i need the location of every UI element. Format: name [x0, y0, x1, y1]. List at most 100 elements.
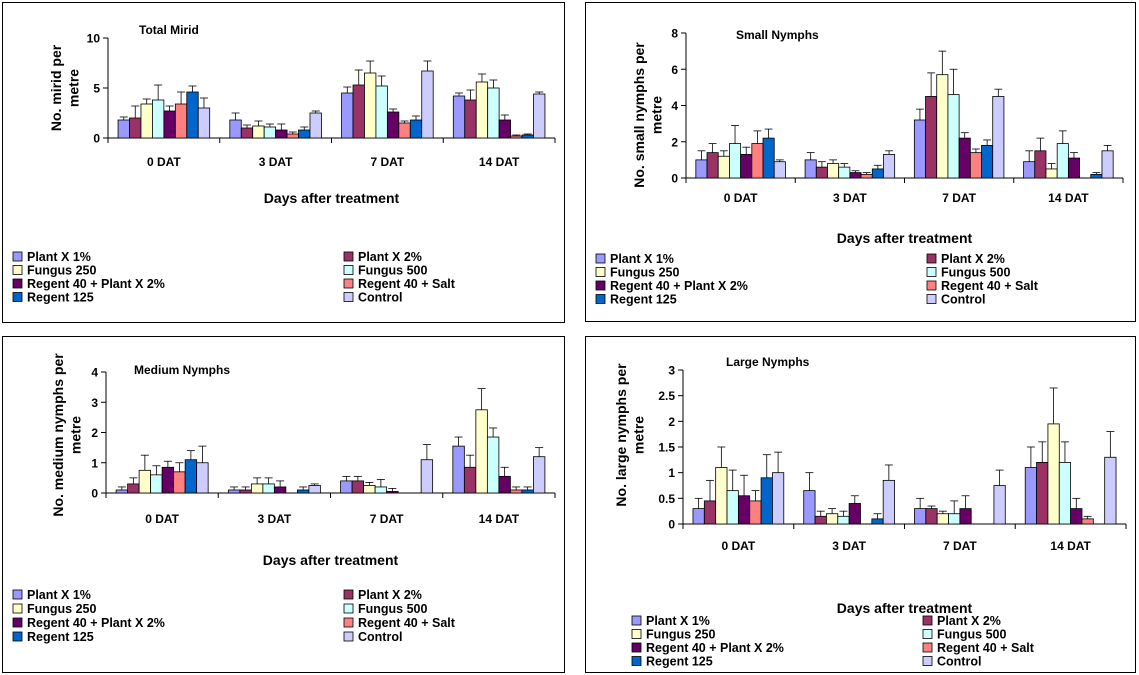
- chart-title: Large Nymphs: [726, 355, 810, 369]
- legend-swatch-plant-x-1: [631, 615, 642, 626]
- chart-title: Total Mirid: [139, 23, 199, 37]
- bar-regent-40-salt-3-dat: [286, 133, 299, 139]
- legend-label-plant-x-1: Plant X 1%: [27, 588, 91, 602]
- y-axis-label-line-2: metre: [67, 416, 83, 454]
- bar-fungus-250-3-dat: [826, 513, 839, 525]
- y-tick-label: 2: [671, 135, 678, 149]
- bar-regent-40-plant-x-2-0-dat: [737, 495, 751, 525]
- legend-label-plant-x-1: Plant X 1%: [27, 250, 91, 264]
- bar-fungus-250-3-dat: [827, 163, 840, 179]
- bar-fungus-500-3-dat: [263, 126, 277, 139]
- bar-regent-40-salt-0-dat: [751, 143, 764, 179]
- chart-title: Small Nymphs: [736, 28, 819, 42]
- bar-regent-40-salt-0-dat: [174, 103, 188, 139]
- bar-control-0-dat: [773, 161, 786, 179]
- bar-regent-125-0-dat: [186, 91, 199, 139]
- bar-control-0-dat: [196, 462, 209, 494]
- x-tick-label-14-dat: 14 DAT: [1050, 539, 1091, 553]
- legend-label-plant-x-2: Plant X 2%: [358, 588, 422, 602]
- bar-control-3-dat: [309, 112, 322, 139]
- bar-plant-x-1-3-dat: [227, 489, 241, 494]
- x-tick-label-0-dat: 0 DAT: [145, 512, 179, 526]
- bar-regent-40-salt-14-dat: [1081, 518, 1094, 525]
- y-tick-label: 5: [93, 82, 100, 96]
- x-tick-label-0-dat: 0 DAT: [147, 155, 181, 169]
- legend-label-fungus-250: Fungus 250: [646, 628, 716, 642]
- chart-small-nymphs: Small Nymphs No. small nymphs per metre 0 2 4…: [595, 27, 1124, 307]
- y-axis-label: No. mirid per metre: [48, 44, 82, 131]
- bar-regent-40-salt-7-dat: [398, 122, 411, 139]
- bar-plant-x-1-7-dat: [913, 119, 926, 179]
- chart-panel-medium-nymphs: Medium Nymphs No. medium nymphs per metre 0…: [2, 336, 565, 673]
- legend-swatch-fungus-250: [12, 265, 23, 275]
- legend-label-fungus-500: Fungus 500: [358, 602, 428, 616]
- bar-regent-40-plant-x-2-7-dat: [386, 111, 400, 139]
- x-tick-label-3-dat: 3 DAT: [832, 539, 866, 553]
- bar-plant-x-2-7-dat: [352, 84, 365, 139]
- bar-regent-125-3-dat: [298, 129, 311, 139]
- legend-swatch-regent-40-plant-x-2: [12, 278, 23, 289]
- y-tick-label: 0.5: [658, 492, 675, 506]
- legend-swatch-regent-40-salt: [343, 278, 354, 289]
- y-axis-label-line-2: metre: [648, 96, 664, 134]
- legend-label-plant-x-2: Plant X 2%: [358, 250, 422, 264]
- bar-fungus-250-3-dat: [250, 483, 264, 494]
- bar-plant-x-1-14-dat: [1024, 467, 1037, 525]
- y-axis-label-line-2: metre: [65, 69, 81, 107]
- bar-plant-x-1-7-dat: [341, 92, 354, 139]
- bar-regent-40-salt-14-dat: [510, 135, 523, 139]
- bar-regent-125-14-dat: [1090, 173, 1103, 179]
- bar-control-7-dat: [993, 485, 1006, 525]
- bar-control-7-dat: [420, 459, 434, 494]
- y-tick-label: 2: [91, 426, 98, 440]
- legend-swatch-control: [343, 631, 354, 642]
- bar-control-14-dat: [1104, 456, 1117, 525]
- bar-fungus-500-14-dat: [1058, 462, 1072, 525]
- bar-regent-40-plant-x-2-14-dat: [1067, 157, 1080, 179]
- y-axis-label: No. medium nymphs per metre: [50, 353, 84, 517]
- bar-regent-40-plant-x-2-3-dat: [849, 172, 862, 179]
- x-tick-label-7-dat: 7 DAT: [370, 512, 404, 526]
- bar-plant-x-1-14-dat: [452, 95, 466, 139]
- legend-label-control: Control: [358, 630, 402, 644]
- legend-label-control: Control: [358, 291, 402, 305]
- bar-plant-x-1-0-dat: [117, 119, 130, 139]
- bar-regent-40-plant-x-2-14-dat: [1070, 508, 1083, 525]
- bar-plant-x-1-0-dat: [695, 159, 708, 179]
- bar-plant-x-2-14-dat: [464, 99, 477, 139]
- x-tick-label-14-dat: 14 DAT: [479, 155, 520, 169]
- bar-plant-x-2-14-dat: [1036, 462, 1049, 525]
- bar-regent-40-plant-x-2-0-dat: [740, 154, 753, 179]
- bar-fungus-250-14-dat: [1047, 423, 1060, 525]
- bar-control-7-dat: [421, 70, 434, 139]
- bar-plant-x-2-0-dat: [703, 500, 717, 525]
- legend-label-regent-40-plant-x-2: Regent 40 + Plant X 2%: [27, 616, 165, 630]
- x-axis-label: Days after treatment: [837, 600, 973, 616]
- legend-swatch-regent-125: [12, 292, 23, 302]
- legend-swatch-control: [343, 292, 354, 302]
- legend-swatch-fungus-500: [926, 267, 937, 277]
- legend-swatch-plant-x-2: [926, 253, 937, 264]
- x-tick-label-3-dat: 3 DAT: [833, 191, 867, 205]
- bar-plant-x-1-3-dat: [804, 159, 817, 179]
- legend-swatch-regent-125: [12, 631, 23, 642]
- bar-plant-x-2-3-dat: [240, 127, 254, 139]
- legend-label-plant-x-2: Plant X 2%: [941, 252, 1005, 266]
- bar-regent-40-plant-x-2-14-dat: [498, 475, 511, 494]
- bar-fungus-500-14-dat: [1056, 143, 1069, 179]
- bar-regent-40-salt-7-dat: [969, 152, 982, 179]
- bar-regent-125-7-dat: [409, 119, 423, 139]
- legend-label-fungus-250: Fungus 250: [27, 264, 97, 278]
- legend-swatch-plant-x-1: [12, 251, 23, 262]
- legend-swatch-fungus-500: [343, 265, 354, 275]
- legend-label-regent-40-plant-x-2: Regent 40 + Plant X 2%: [27, 277, 165, 291]
- y-tick-label: 0: [671, 172, 678, 186]
- bar-regent-125-0-dat: [762, 137, 775, 179]
- bar-plant-x-1-3-dat: [803, 490, 816, 525]
- bar-fungus-500-0-dat: [726, 490, 739, 525]
- bar-fungus-500-0-dat: [150, 474, 163, 494]
- bar-fungus-250-7-dat: [936, 513, 949, 525]
- x-axis-label: Days after treatment: [837, 230, 973, 246]
- bar-plant-x-2-7-dat: [925, 96, 938, 179]
- y-tick-label: 0: [668, 518, 675, 532]
